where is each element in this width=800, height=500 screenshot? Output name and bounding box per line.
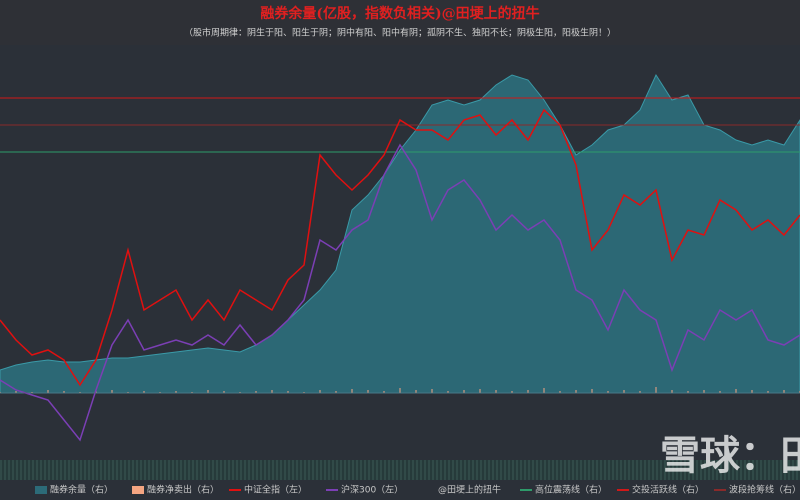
legend: 融券余量（右） 融券净卖出（右） 中证全指（左） 沪深300（左） @田埂上的扭牛 高位震… bbox=[35, 484, 800, 496]
bar bbox=[367, 390, 369, 393]
bar bbox=[591, 389, 593, 393]
date-axis-strip bbox=[0, 460, 800, 480]
legend-label: 波段抢筹线（右） bbox=[729, 484, 800, 496]
bar bbox=[783, 390, 785, 393]
bar bbox=[399, 388, 401, 393]
chart-subtitle: （股市周期律：阴生于阳、阳生于阴；阴中有阳、阳中有阴；孤阴不生、独阳不长；阴极生… bbox=[184, 27, 616, 39]
bar bbox=[335, 391, 337, 393]
bar bbox=[0, 392, 1, 393]
bar bbox=[559, 391, 561, 393]
legend-label: 融券净卖出（右） bbox=[147, 484, 219, 496]
legend-swatch bbox=[35, 486, 47, 494]
bar bbox=[767, 391, 769, 393]
header bbox=[0, 0, 800, 45]
bar bbox=[159, 392, 161, 393]
bar bbox=[287, 391, 289, 393]
bar bbox=[191, 392, 193, 393]
bar bbox=[607, 391, 609, 393]
bar bbox=[271, 390, 273, 393]
bar bbox=[671, 390, 673, 393]
bar bbox=[31, 392, 33, 393]
bar bbox=[175, 391, 177, 393]
bar bbox=[495, 390, 497, 393]
bar bbox=[655, 387, 657, 393]
bar bbox=[143, 391, 145, 393]
legend-swatch bbox=[132, 486, 144, 494]
bar bbox=[319, 390, 321, 393]
line bbox=[0, 108, 800, 387]
bar bbox=[623, 390, 625, 393]
bar bbox=[479, 389, 481, 393]
bar bbox=[463, 390, 465, 393]
bar bbox=[415, 390, 417, 393]
bar bbox=[47, 390, 49, 393]
bar bbox=[447, 391, 449, 393]
bar bbox=[703, 390, 705, 393]
bar bbox=[223, 391, 225, 393]
bar bbox=[127, 392, 129, 393]
bar bbox=[719, 391, 721, 393]
legend-label: 高位震荡线（右） bbox=[535, 484, 607, 496]
bar bbox=[575, 390, 577, 393]
bar bbox=[735, 389, 737, 393]
bar bbox=[15, 391, 17, 393]
bar bbox=[527, 390, 529, 393]
bar bbox=[255, 391, 257, 393]
bar bbox=[111, 390, 113, 393]
legend-label: 中证全指（左） bbox=[244, 484, 307, 496]
watermark: 雪球：田 bbox=[660, 433, 800, 479]
chart-title: 融券余量(亿股，指数负相关)@田埂上的扭牛 bbox=[260, 5, 539, 22]
legend-label: 沪深300（左） bbox=[341, 484, 403, 496]
bar bbox=[543, 388, 545, 393]
bar bbox=[63, 391, 65, 393]
bar bbox=[383, 391, 385, 393]
bar bbox=[639, 391, 641, 393]
legend-label: 融券余量（右） bbox=[50, 484, 113, 496]
legend-label: 交投活跃线（右） bbox=[632, 484, 704, 496]
bar bbox=[239, 392, 241, 393]
plot bbox=[0, 73, 800, 442]
bar bbox=[751, 390, 753, 393]
bar bbox=[207, 390, 209, 393]
bar bbox=[431, 389, 433, 393]
line bbox=[0, 143, 800, 442]
bar bbox=[687, 391, 689, 393]
legend-label: @田埂上的扭牛 bbox=[438, 484, 501, 496]
bar bbox=[511, 391, 513, 393]
bar bbox=[351, 389, 353, 393]
bar bbox=[79, 392, 81, 393]
bar bbox=[303, 392, 305, 393]
